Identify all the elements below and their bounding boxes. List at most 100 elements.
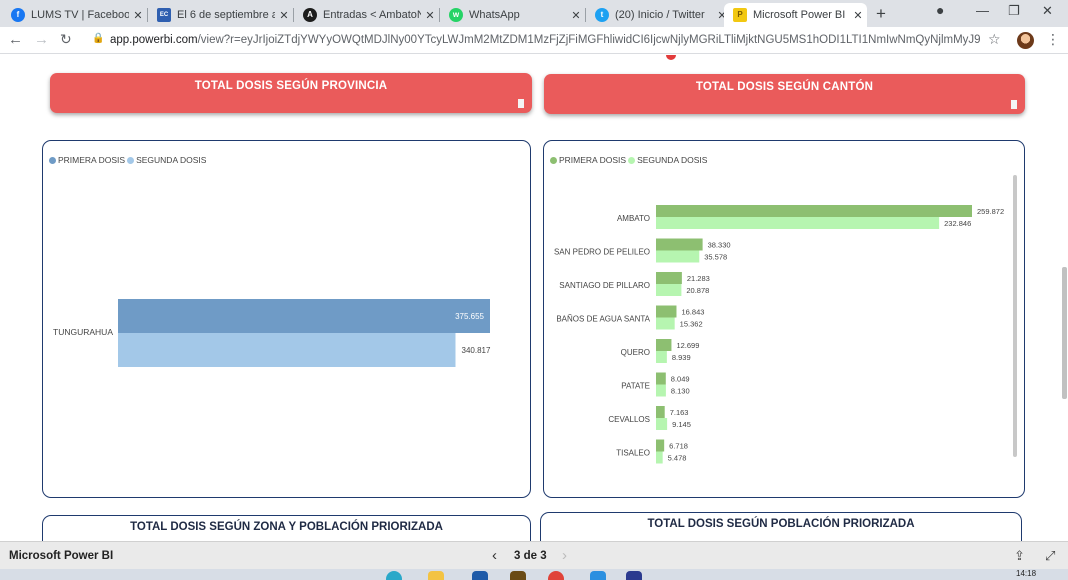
bar-segunda (656, 351, 667, 363)
poblacion-title: TOTAL DOSIS SEGÚN POBLACIÓN PRIORIZADA (647, 518, 915, 530)
header-shape (1011, 100, 1017, 109)
edge-taskbar-icon[interactable] (386, 571, 402, 580)
category-label: AMBATO (617, 214, 650, 223)
zona-poblacion-title: TOTAL DOSIS SEGÚN ZONA Y POBLACIÓN PRIOR… (130, 521, 443, 533)
bar-primera (656, 439, 665, 452)
tab-title: LUMS TV | Facebook (31, 9, 129, 21)
data-label: 5.478 (668, 454, 687, 463)
tab-whatsapp[interactable]: w WhatsApp ✕ (440, 3, 586, 27)
bar-primera (656, 272, 682, 284)
legend-first-label: PRIMERA DOSIS (559, 155, 627, 165)
provincia-bar-chart: TUNGURAHUA 375.655 340.817 (53, 299, 491, 367)
page-scrollbar[interactable] (1062, 267, 1067, 399)
red-dot-marker (666, 55, 676, 60)
bar-primera (656, 238, 703, 251)
bar-segunda (656, 250, 700, 263)
legend-dot-first (550, 156, 557, 164)
data-label: 20.878 (686, 286, 709, 295)
window-close-icon[interactable]: ✕ (1042, 3, 1053, 18)
bar-primera (656, 372, 666, 385)
legend-dot-second (127, 156, 135, 164)
data-label: 38.330 (708, 241, 731, 250)
fullscreen-icon[interactable]: ⤢ (1045, 548, 1056, 563)
data-label: 7.163 (670, 408, 689, 417)
canton-legend: PRIMERA DOSIS SEGUNDA DOSIS (550, 155, 709, 165)
browser-tab-strip: f LUMS TV | Facebook ✕ EC El 6 de septie… (0, 0, 1068, 27)
poblacion-card: TOTAL DOSIS SEGÚN POBLACIÓN PRIORIZADA (540, 512, 1022, 541)
legend-second-label: SEGUNDA DOSIS (637, 155, 708, 165)
bar-primera (656, 339, 672, 351)
os-taskbar: 14:18 (0, 569, 1068, 580)
bar-primera (656, 205, 972, 217)
bar-primera (656, 305, 677, 318)
canton-chart-panel[interactable]: PRIMERA DOSIS SEGUNDA DOSIS AMBATO 259.87… (543, 140, 1025, 498)
address-input[interactable]: app.powerbi.com/view?r=eyJrIjoiZTdjYWYyO… (110, 34, 980, 46)
footer-app-name: Microsoft Power BI (9, 550, 114, 562)
close-tab-icon[interactable]: ✕ (853, 9, 863, 22)
previous-page-icon[interactable]: ‹ (492, 547, 497, 564)
next-page-icon[interactable]: › (562, 547, 567, 564)
tab-powerbi[interactable]: P Microsoft Power BI ✕ (724, 3, 867, 27)
bar-segunda (656, 317, 675, 330)
app2-taskbar-icon[interactable] (590, 571, 606, 580)
tab-title: Entradas < AmbatoNe (323, 9, 421, 21)
blog-favicon-icon: A (303, 8, 317, 22)
category-label: PATATE (621, 382, 650, 391)
data-label: 6.718 (669, 442, 688, 451)
tab-twitter[interactable]: t (20) Inicio / Twitter ✕ (586, 3, 731, 27)
chrome-taskbar-icon[interactable] (548, 571, 564, 580)
app3-taskbar-icon[interactable] (626, 571, 642, 580)
share-icon[interactable]: ⇪ (1014, 548, 1025, 563)
category-label: SAN PEDRO DE PELILEO (554, 248, 650, 257)
bookmark-star-icon[interactable]: ☆ (988, 31, 1001, 47)
data-label: 340.817 (462, 346, 491, 355)
header-provincia: TOTAL DOSIS SEGÚN PROVINCIA (50, 73, 532, 113)
tab-news[interactable]: EC El 6 de septiembre arr ✕ (148, 3, 294, 27)
category-label: SANTIAGO DE PILLARO (559, 281, 650, 290)
close-tab-icon[interactable]: ✕ (279, 9, 289, 22)
header-canton: TOTAL DOSIS SEGÚN CANTÓN (544, 74, 1025, 114)
profile-avatar[interactable] (1017, 32, 1034, 49)
close-tab-icon[interactable]: ✕ (425, 9, 435, 22)
category-label: TUNGURAHUA (53, 327, 113, 337)
tab-title: El 6 de septiembre arr (177, 9, 275, 21)
legend-dot-first (49, 156, 56, 164)
forward-arrow-icon[interactable]: → (34, 31, 49, 48)
tab-ambato[interactable]: A Entradas < AmbatoNe ✕ (294, 3, 440, 27)
lock-icon[interactable]: 🔒 (92, 33, 105, 44)
header-shape (518, 99, 524, 108)
url-host: app.powerbi.com (110, 34, 198, 46)
bar-segunda (656, 217, 940, 229)
provincia-chart-panel[interactable]: PRIMERA DOSIS SEGUNDA DOSIS TUNGURAHUA 37… (42, 140, 531, 498)
twitter-favicon-icon: t (595, 8, 609, 22)
close-tab-icon[interactable]: ✕ (571, 9, 581, 22)
minimize-icon[interactable]: — (976, 3, 989, 18)
explorer-taskbar-icon[interactable] (428, 571, 444, 580)
tab-search-icon[interactable]: ● (936, 2, 945, 18)
tab-title: Microsoft Power BI (753, 9, 846, 21)
bar-primera (118, 299, 490, 333)
category-label: CEVALLOS (608, 415, 650, 424)
data-label: 21.283 (687, 274, 710, 283)
tab-facebook[interactable]: f LUMS TV | Facebook ✕ (2, 3, 148, 27)
tab-title: (20) Inicio / Twitter (615, 9, 705, 21)
bar-segunda (656, 418, 668, 430)
data-label: 8.939 (672, 353, 691, 362)
app-taskbar-icon[interactable] (510, 571, 526, 580)
restore-icon[interactable]: ❐ (1008, 3, 1020, 18)
whatsapp-favicon-icon: w (449, 8, 463, 22)
data-label: 375.655 (455, 312, 484, 321)
close-tab-icon[interactable]: ✕ (717, 9, 727, 22)
facebook-favicon-icon: f (11, 8, 25, 22)
back-arrow-icon[interactable]: ← (8, 31, 23, 48)
category-label: TISALEO (616, 449, 650, 458)
data-label: 35.578 (704, 253, 727, 262)
store-taskbar-icon[interactable] (472, 571, 488, 580)
reload-icon[interactable]: ↻ (60, 31, 72, 47)
browser-menu-icon[interactable]: ⋮ (1046, 31, 1060, 47)
header-canton-title: TOTAL DOSIS SEGÚN CANTÓN (695, 81, 874, 93)
canton-scrollbar[interactable] (1013, 175, 1017, 457)
new-tab-button[interactable]: + (876, 4, 886, 23)
header-provincia-title: TOTAL DOSIS SEGÚN PROVINCIA (194, 80, 388, 92)
close-tab-icon[interactable]: ✕ (133, 9, 143, 22)
